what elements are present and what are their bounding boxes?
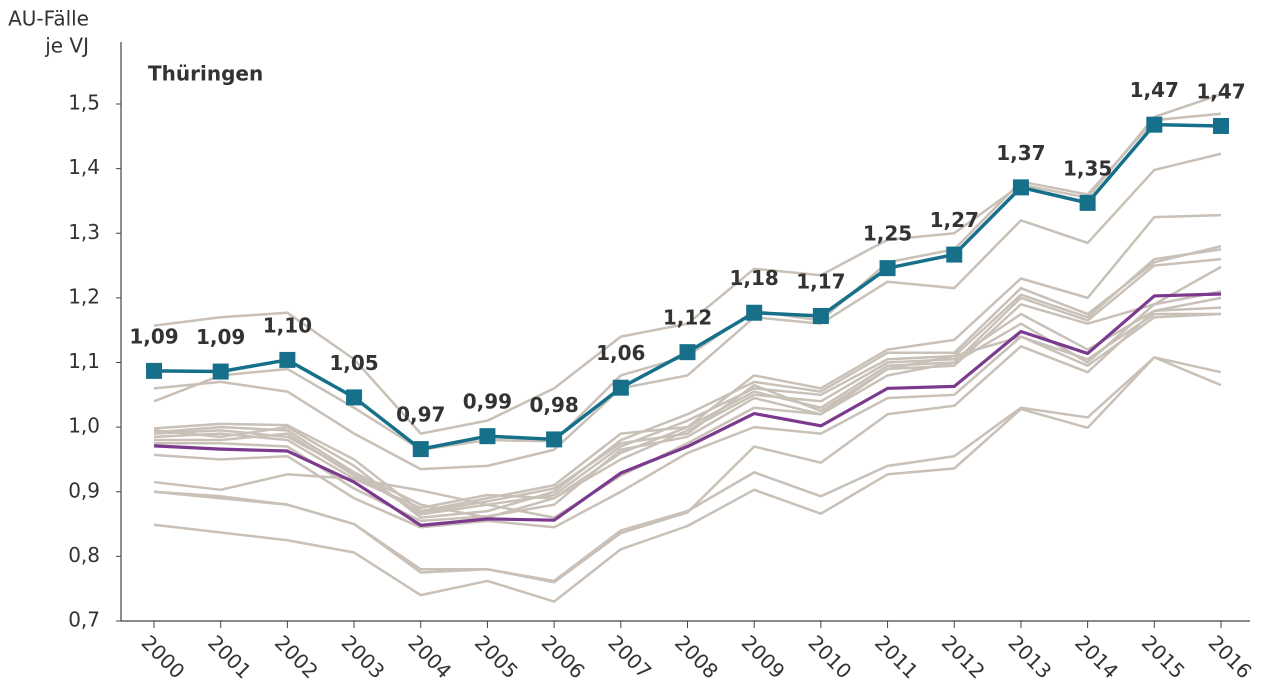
data-label: 1,47 [1130,78,1179,102]
y-axis-label: AU-Fälle [8,7,89,31]
marker [479,428,496,445]
data-label: 1,09 [129,324,178,348]
x-tick-label: 2013 [1004,630,1057,683]
x-tick-label: 2014 [1070,630,1123,683]
y-tick-label: 1,1 [68,349,100,373]
data-label: 1,37 [996,141,1045,165]
y-tick-label: 0,8 [68,543,100,567]
x-tick-label: 2001 [203,630,256,683]
y-axis-label: je VJ [44,34,89,58]
x-tick-label: 2008 [670,630,723,683]
x-tick-label: 2016 [1204,630,1257,683]
x-tick-label: 2004 [403,630,456,683]
x-tick-label: 2011 [870,630,923,683]
y-tick-label: 1,2 [68,284,100,308]
data-label: 1,27 [930,208,979,232]
series-line [153,244,1222,519]
marker [812,307,829,324]
marker [946,246,963,263]
data-label: 1,09 [196,325,245,349]
series-line [153,312,1222,519]
series-line [153,306,1222,519]
marker [612,379,629,396]
series-line [154,290,1222,523]
y-tick-label: 1,5 [68,91,100,115]
data-label: 0,97 [396,403,445,427]
series-line [153,356,1222,583]
marker [1079,194,1096,211]
series-line [153,292,1222,527]
marker [1146,116,1163,133]
data-label: 1,17 [796,269,845,293]
marker [412,441,429,458]
chart-title: Thüringen [148,62,263,86]
series-line [153,122,1222,451]
series-line [153,112,1222,451]
marker [346,389,363,406]
data-label: 1,18 [730,266,779,290]
data-label: 0,98 [529,393,578,417]
x-tick-label: 2009 [737,630,790,683]
y-tick-label: 1,0 [68,414,100,438]
series-line [153,152,1222,471]
x-tick-label: 2007 [603,630,656,683]
data-label: 1,25 [863,222,912,246]
series-line [153,93,1222,435]
marker [279,351,296,368]
marker [212,363,229,380]
data-label: 1,35 [1063,156,1112,180]
marker [746,304,763,321]
y-tick-label: 1,4 [68,155,100,179]
marker [679,344,696,361]
data-label: 1,47 [1196,79,1245,103]
marker [1012,179,1029,196]
marker [146,362,162,379]
data-label: 1,06 [596,341,645,365]
x-tick-label: 2005 [470,630,523,683]
x-tick-label: 2010 [803,630,856,683]
x-tick-label: 2015 [1137,630,1190,683]
data-label: 1,05 [329,351,378,375]
x-tick-label: 2006 [537,630,590,683]
marker [546,431,563,448]
x-tick-label: 2000 [137,630,190,683]
series-line [154,265,1222,514]
marker [1213,117,1229,134]
data-label: 1,12 [663,306,712,330]
y-tick-label: 1,3 [68,220,100,244]
x-tick-label: 2002 [270,630,323,683]
y-tick-label: 0,9 [68,478,100,502]
data-label: 1,10 [263,313,312,337]
y-tick-label: 0,7 [68,608,100,632]
series-line [153,356,1222,603]
marker [879,260,896,277]
series-line [153,257,1222,510]
series-line [153,312,1221,529]
x-tick-label: 2003 [337,630,390,683]
data-label: 0,99 [463,390,512,414]
x-tick-label: 2012 [937,630,990,683]
